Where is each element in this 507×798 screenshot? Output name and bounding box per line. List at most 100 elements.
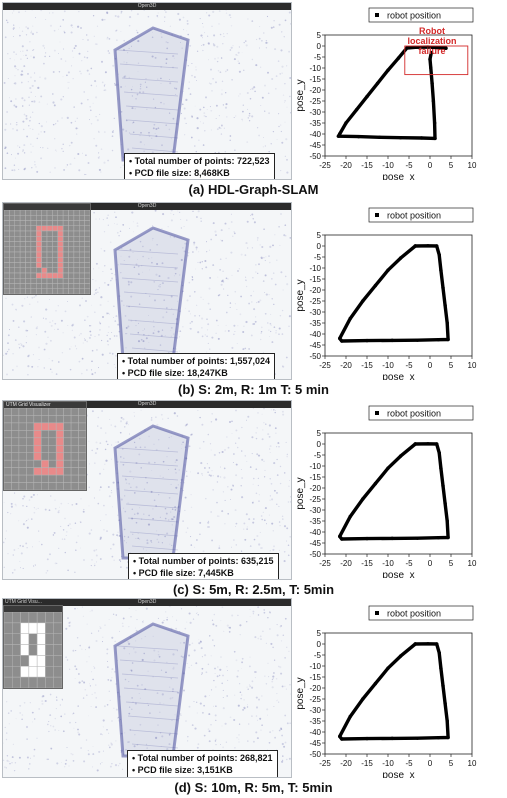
cloud-point <box>268 611 271 613</box>
grid-cell <box>63 415 72 424</box>
cloud-point <box>260 66 262 68</box>
cloud-point <box>128 642 131 645</box>
cloud-point <box>90 67 93 70</box>
cloud-point <box>202 440 205 443</box>
cloud-point <box>160 745 162 747</box>
grid-cell <box>84 283 90 289</box>
cloud-point <box>112 481 115 484</box>
cloud-point <box>59 25 62 27</box>
cloud-point <box>207 302 210 305</box>
cloud-point <box>225 103 228 106</box>
cloud-point <box>131 662 134 664</box>
cloud-point <box>145 743 148 746</box>
cloud-point <box>49 12 50 14</box>
cloud-point <box>285 235 287 237</box>
cloud-point <box>210 129 212 131</box>
cloud-point <box>214 672 216 675</box>
cloud-point <box>262 511 264 514</box>
y-tick-label: 5 <box>317 629 322 638</box>
cloud-point <box>54 167 56 169</box>
cloud-point <box>82 342 84 344</box>
cloud-point <box>89 610 91 612</box>
cloud-point <box>101 761 103 764</box>
cloud-point <box>49 171 51 174</box>
cloud-point <box>234 149 236 151</box>
cloud-point <box>243 325 245 327</box>
grid-cell <box>57 225 64 232</box>
cloud-point <box>219 71 222 74</box>
grid-cell <box>14 220 21 226</box>
grid-cell <box>41 220 48 226</box>
cloud-point <box>115 614 118 616</box>
grid-cell <box>36 215 42 221</box>
cloud-point <box>101 18 104 21</box>
cloud-point <box>138 693 140 694</box>
cloud-point <box>227 446 230 449</box>
cloud-point <box>17 152 20 155</box>
x-axis-label: pose_x <box>382 570 414 578</box>
cloud-point <box>149 269 151 271</box>
cloud-point <box>138 303 141 305</box>
cloud-point <box>48 358 50 359</box>
grid-cell <box>79 288 85 294</box>
cloud-point <box>83 56 86 58</box>
cloud-point <box>265 642 268 644</box>
grid-cell <box>4 251 10 258</box>
cloud-point <box>42 695 45 698</box>
cloud-point <box>71 50 74 52</box>
cloud-point <box>86 369 88 371</box>
grid-cell <box>68 262 75 268</box>
cloud-point <box>188 87 190 90</box>
cloud-point <box>220 57 223 59</box>
cloud-point <box>163 103 165 105</box>
cloud-point <box>206 251 208 253</box>
cloud-point <box>154 461 156 464</box>
cloud-point <box>77 705 79 707</box>
cloud-point <box>25 342 27 344</box>
cloud-point <box>237 325 239 327</box>
cloud-point <box>288 50 290 53</box>
cloud-point <box>227 294 229 297</box>
cloud-point <box>116 29 118 31</box>
grid-cell <box>48 408 57 416</box>
cloud-point <box>249 685 252 688</box>
cloud-point <box>241 118 243 121</box>
cloud-point <box>222 270 224 273</box>
grid-cell <box>19 225 26 232</box>
cloud-point <box>227 486 229 488</box>
cloud-point <box>286 527 289 530</box>
cloud-point <box>272 548 275 551</box>
cloud-point <box>216 515 219 517</box>
cloud-point <box>30 496 33 499</box>
cloud-point <box>112 506 114 508</box>
cloud-point <box>30 31 33 34</box>
cloud-point <box>244 254 247 257</box>
cloud-point <box>262 429 264 431</box>
cloud-point <box>101 641 104 643</box>
cloud-point <box>270 482 273 485</box>
grid-cell <box>62 230 69 237</box>
grid-cell <box>63 474 72 483</box>
y-axis-label: pose_y <box>295 477 306 509</box>
trajectory-point <box>398 454 403 458</box>
cloud-point <box>123 535 126 538</box>
grid-cell <box>46 246 53 253</box>
grid-cell <box>57 267 64 274</box>
cloud-point <box>191 320 193 323</box>
cloud-point <box>135 486 138 489</box>
cloud-point <box>225 10 227 11</box>
cloud-point <box>278 549 280 552</box>
grid-cell <box>26 437 35 446</box>
cloud-point <box>71 324 74 327</box>
cloud-point <box>95 262 98 265</box>
cloud-structure <box>131 347 179 353</box>
cloud-point <box>287 554 290 557</box>
cloud-point <box>98 130 100 133</box>
cloud-point <box>285 356 288 359</box>
cloud-point <box>23 297 26 300</box>
cloud-point <box>91 349 94 352</box>
cloud-point <box>146 747 148 749</box>
cloud-point <box>271 680 274 683</box>
cloud-point <box>273 462 276 465</box>
cloud-point <box>90 706 92 707</box>
